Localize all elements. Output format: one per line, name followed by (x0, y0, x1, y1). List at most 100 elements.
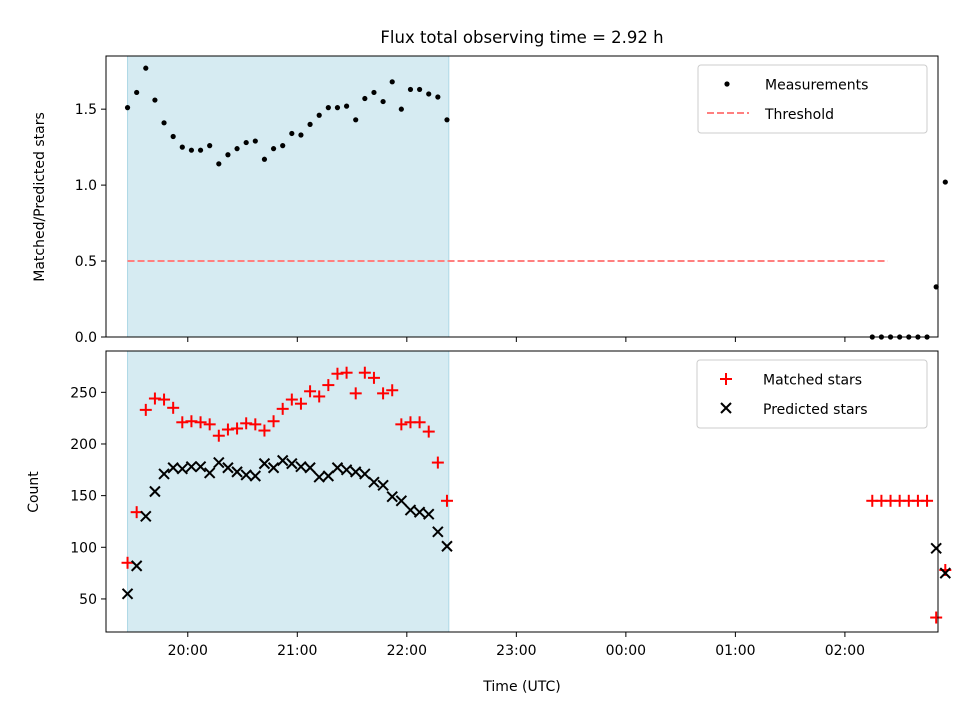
legend-matched-label: Matched stars (763, 373, 862, 389)
predicted-star-point (377, 479, 389, 492)
predicted-star-point (276, 454, 289, 467)
measurement-point (188, 147, 195, 153)
matched-star-point (158, 393, 171, 406)
bottom-y-tick-label: 50 (79, 592, 97, 608)
matched-star-point (386, 384, 399, 397)
measurement-point (334, 105, 341, 111)
matched-star-point (304, 385, 317, 398)
matched-star-point (203, 418, 216, 431)
bottom-ticks-layer: 50 100 150 200 250 20:00 21:00 22:00 23:00 00:00 0… (70, 385, 865, 659)
top-legend: Measurements Threshold (697, 64, 928, 134)
predicted-star-point (304, 462, 316, 474)
predicted-star-point (258, 457, 271, 470)
predicted-star-point (404, 504, 417, 516)
matched-star-point (148, 392, 161, 405)
measurement-point (298, 132, 304, 138)
matched-star-point (377, 387, 390, 400)
measurement-point (942, 179, 948, 185)
top-y-tick-label: 0.5 (75, 254, 97, 270)
predicted-star-point (340, 464, 353, 476)
matched-star-point (221, 423, 234, 436)
predicted-star-point (140, 510, 152, 523)
predicted-star-point (267, 462, 280, 474)
top-shaded-region-layer (127, 55, 450, 338)
predicted-star-point (441, 540, 453, 552)
figure-title: Flux total observing time = 2.92 h (380, 28, 663, 47)
matched-star-point (294, 397, 307, 410)
bottom-axes-frame (105, 350, 939, 633)
x-tick-label: 21:00 (277, 643, 317, 659)
predicted-star-point (331, 462, 344, 474)
predicted-star-point (423, 508, 435, 520)
x-tick-label: 20:00 (168, 643, 208, 659)
measurement-point (152, 97, 158, 103)
measurement-point (435, 94, 441, 100)
x-tick-label: 01:00 (715, 643, 755, 659)
x-axis-label: Time (UTC) (482, 679, 560, 695)
legend-matched-marker (720, 373, 732, 385)
measurement-point (343, 103, 350, 109)
top-ticks-layer: 0.0 0.5 1.0 1.5 (75, 102, 846, 346)
measurement-point (261, 156, 268, 162)
measurement-point (325, 105, 331, 111)
predicted-star-point (176, 463, 189, 475)
matched-star-point (358, 366, 371, 379)
top-legend-box (697, 64, 928, 134)
matched-star-point (185, 415, 198, 428)
predicted-star-point (295, 460, 307, 473)
top-y-tick-label: 1.5 (75, 102, 97, 118)
measurement-point (234, 146, 240, 152)
matched-star-point (249, 418, 262, 431)
matched-star-point (322, 379, 335, 392)
measurement-point (134, 89, 140, 96)
bottom-marks-layer (121, 366, 952, 624)
measurement-point (280, 143, 286, 149)
measurement-point (371, 89, 377, 96)
matched-star-point (231, 422, 244, 435)
bottom-legend-box (696, 359, 928, 429)
matched-star-point (431, 456, 444, 469)
legend-predicted-marker (720, 402, 732, 414)
measurement-point (179, 144, 185, 150)
matched-star-point (440, 494, 453, 507)
predicted-star-point (167, 462, 179, 474)
top-shaded-region (127, 55, 450, 338)
measurement-point (362, 95, 368, 102)
matched-star-point (413, 416, 426, 429)
bottom-shaded-region (127, 350, 450, 633)
legend-threshold-label: Threshold (764, 107, 834, 123)
predicted-star-point (240, 469, 252, 481)
predicted-star-point (395, 495, 408, 507)
matched-star-point (367, 371, 380, 384)
top-panel: 0.0 0.5 1.0 1.5 Matched/Predicted stars Mea… (32, 55, 948, 346)
top-y-tick-label: 0.0 (75, 330, 97, 346)
matched-star-point (240, 417, 253, 430)
matched-star-point (285, 393, 298, 406)
predicted-star-point (185, 460, 198, 473)
top-marks-layer (124, 65, 948, 340)
matched-star-point (258, 424, 271, 437)
x-tick-label: 00:00 (606, 643, 646, 659)
predicted-star-point (350, 466, 362, 478)
measurement-point (207, 143, 213, 149)
matched-star-point (313, 390, 326, 403)
matched-star-point (276, 402, 289, 415)
measurement-point (416, 86, 423, 93)
top-y-axis-label: Matched/Predicted stars (32, 112, 48, 282)
matched-star-point (167, 401, 180, 414)
bottom-y-tick-label: 200 (70, 437, 97, 453)
matched-star-point (921, 494, 934, 507)
measurement-point (389, 79, 395, 85)
matched-star-point (331, 367, 344, 380)
measurement-point (316, 112, 322, 118)
legend-predicted-label: Predicted stars (763, 402, 868, 418)
predicted-star-point (386, 490, 398, 503)
x-tick-label: 22:00 (387, 643, 427, 659)
bottom-shaded-region-layer (127, 350, 450, 633)
bottom-y-tick-label: 100 (70, 540, 97, 556)
measurement-point (426, 91, 432, 97)
predicted-star-point (149, 485, 161, 498)
predicted-star-point (359, 468, 371, 480)
measurement-point (216, 161, 222, 167)
